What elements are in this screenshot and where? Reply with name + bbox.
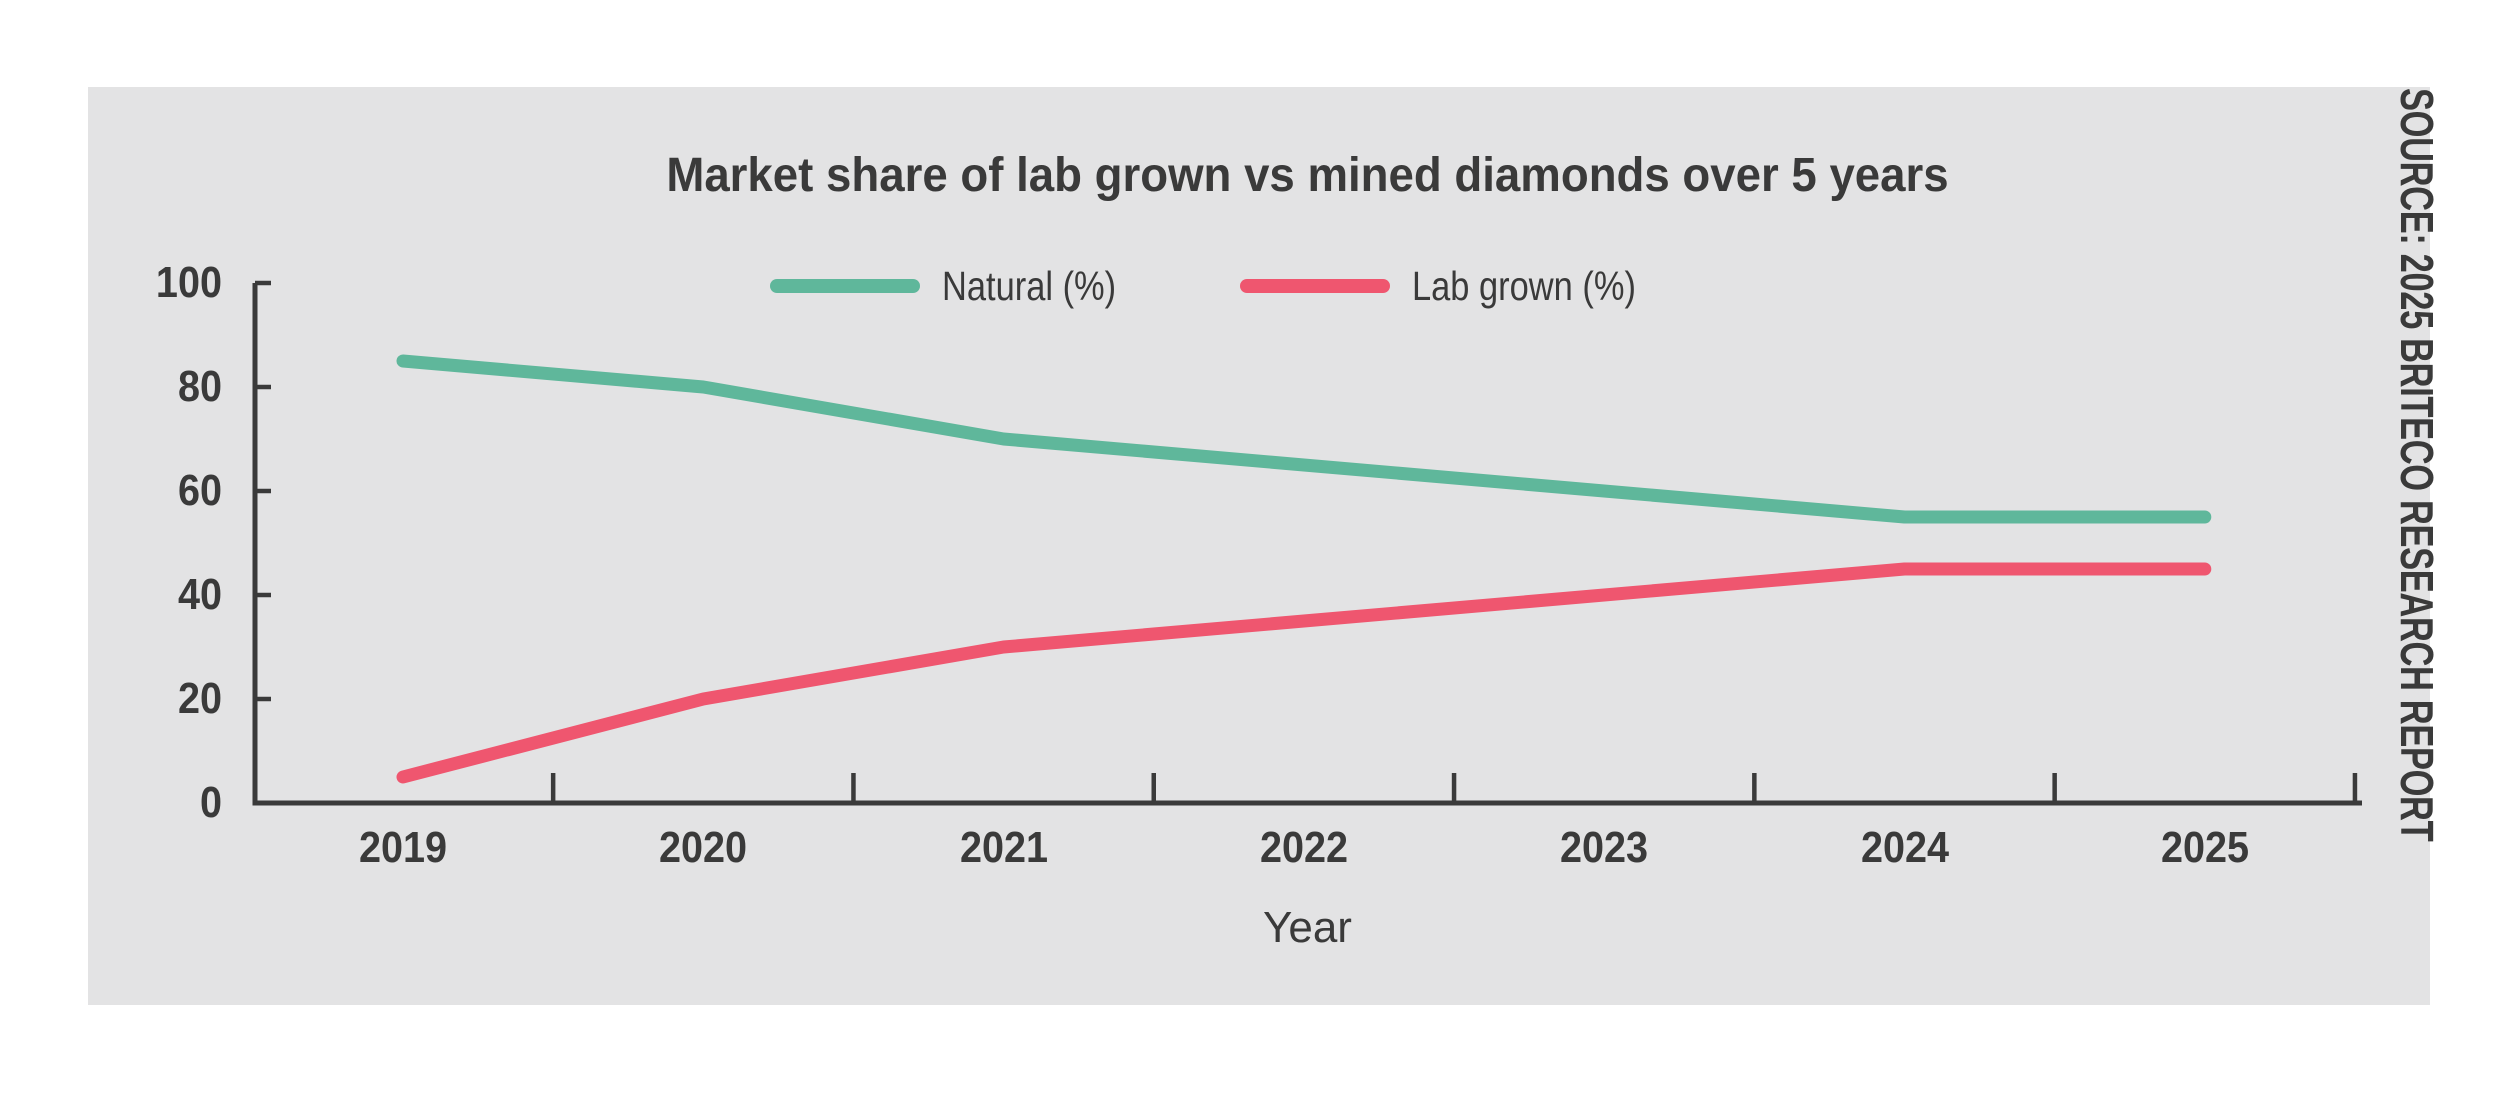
y-tick-label: 20 bbox=[177, 674, 222, 723]
legend-label-lab-grown: Lab grown (%) bbox=[1412, 263, 1636, 309]
x-tick-label: 2024 bbox=[1860, 823, 1949, 872]
legend-swatch-lab-grown bbox=[1240, 279, 1390, 293]
axis-spines bbox=[252, 283, 2362, 806]
chart-title: Market share of lab grown vs mined diamo… bbox=[666, 149, 1949, 202]
y-tick-label: 80 bbox=[177, 362, 222, 411]
y-tick-label: 60 bbox=[177, 466, 222, 515]
x-tick-label: 2025 bbox=[2160, 823, 2249, 872]
x-axis-title: Year bbox=[1263, 903, 1352, 952]
x-tick-label: 2021 bbox=[959, 823, 1048, 872]
y-tick-label: 100 bbox=[155, 258, 222, 307]
series-line-0 bbox=[396, 354, 2212, 524]
x-tick-label: 2019 bbox=[358, 823, 448, 872]
source-note: SOURCE: 2025 BRITECO RESEARCH REPORT bbox=[2391, 88, 2443, 842]
x-tick-label: 2023 bbox=[1560, 823, 1649, 872]
y-tick-label: 0 bbox=[199, 778, 222, 827]
legend-item-lab-grown: Lab grown (%) bbox=[1240, 264, 1679, 308]
legend-item-natural: Natural (%) bbox=[770, 264, 1149, 308]
y-tick-label: 40 bbox=[177, 570, 222, 619]
chart-panel-background bbox=[88, 87, 2430, 1005]
x-tick-label: 2022 bbox=[1259, 823, 1348, 872]
series-line-1 bbox=[396, 562, 2212, 784]
legend-swatch-natural bbox=[770, 279, 920, 293]
x-tick-label: 2020 bbox=[659, 823, 748, 872]
legend-label-natural: Natural (%) bbox=[942, 263, 1117, 309]
